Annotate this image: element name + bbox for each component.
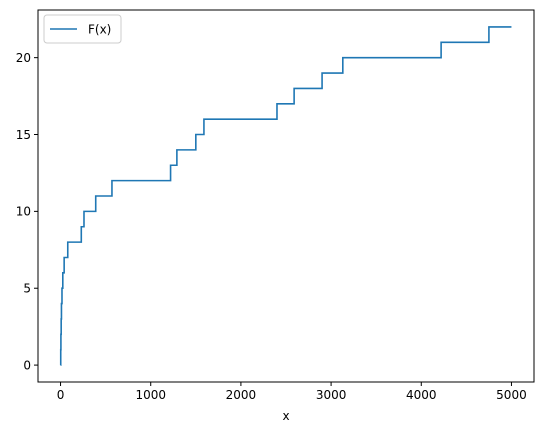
x-tick-label: 2000 <box>226 388 257 402</box>
y-tick-label: 15 <box>16 128 31 142</box>
series-line-f-x <box>59 26 512 366</box>
y-tick-label: 0 <box>23 358 31 372</box>
y-tick-label: 20 <box>16 51 31 65</box>
x-tick-label: 1000 <box>135 388 166 402</box>
y-tick-label: 5 <box>23 282 31 296</box>
legend-box <box>43 14 122 44</box>
legend: F(x) <box>43 14 122 44</box>
x-axis-ticks: 0 1000 2000 3000 4000 5000 <box>57 382 527 402</box>
plot-frame <box>37 9 535 383</box>
legend-label-f-x: F(x) <box>88 23 111 37</box>
y-tick-label: 10 <box>16 205 31 219</box>
x-tick-label: 5000 <box>496 388 527 402</box>
x-tick-label: 0 <box>57 388 65 402</box>
x-axis-label: x <box>282 409 289 423</box>
plot-area <box>38 10 534 382</box>
series-layer <box>59 26 512 366</box>
x-tick-label: 4000 <box>406 388 437 402</box>
x-tick-label: 3000 <box>316 388 347 402</box>
y-axis-ticks: 0 5 10 15 20 <box>16 51 38 372</box>
